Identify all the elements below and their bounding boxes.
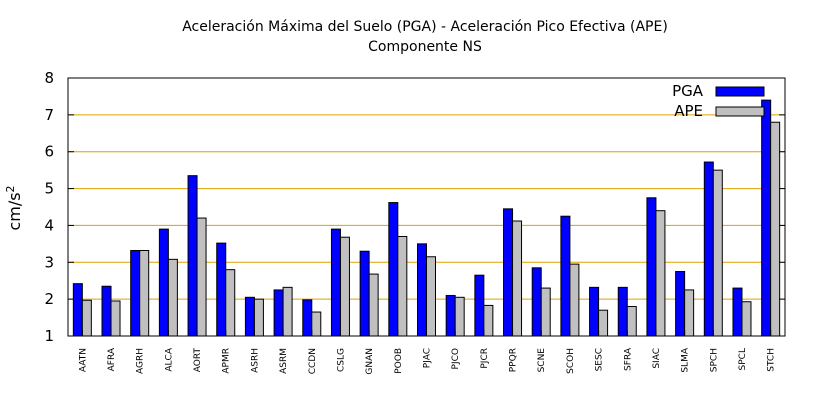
y-tick-label: 2	[44, 290, 54, 308]
bar-pga-pjac	[417, 243, 427, 337]
x-tick-label: APMR	[222, 348, 232, 374]
bar-pga-ppqr	[503, 208, 514, 337]
legend-label-pga: PGA	[672, 82, 704, 100]
bar-pga-slma	[675, 271, 686, 337]
x-tick-label: POOB	[394, 348, 404, 374]
bar-ape-pjco	[454, 296, 465, 337]
bar-pga-spcl	[732, 287, 743, 337]
bar-ape-pjcr	[483, 304, 494, 337]
x-tick-label: ALCA	[164, 347, 174, 371]
x-tick-label: SESC	[595, 348, 605, 371]
bar-pga-stch	[761, 99, 772, 337]
y-tick-label: 6	[44, 143, 54, 161]
bar-pga-pjcr	[474, 274, 485, 337]
y-tick-label: 4	[44, 216, 54, 234]
y-tick-label: 5	[44, 180, 54, 198]
bar-ape-alca	[167, 258, 178, 337]
bars	[72, 99, 781, 337]
bar-pga-aatn	[72, 283, 83, 337]
y-tick-label: 7	[44, 106, 54, 124]
bar-pga-sfra	[617, 286, 628, 337]
bar-pga-alca	[158, 228, 169, 337]
bar-pga-sesc	[589, 286, 600, 337]
legend-label-ape: APE	[674, 102, 703, 120]
x-tick-label: SLMA	[681, 347, 691, 372]
bar-ape-spch	[712, 169, 723, 337]
bar-ape-asrm	[282, 286, 293, 337]
y-ticks: 1 2 3 4 5 6 7 8	[44, 69, 785, 345]
chart-title: Aceleración Máxima del Suelo (PGA) - Ace…	[182, 19, 668, 35]
y-axis-label-superscript: 2	[4, 185, 17, 192]
x-tick-label: SPCL	[738, 348, 748, 370]
bar-ape-scoh	[569, 263, 580, 337]
bar-pga-siac	[646, 197, 657, 337]
bar-pga-cslg	[330, 228, 341, 337]
x-tick-label: STCH	[767, 348, 777, 372]
bar-ape-aatn	[81, 299, 92, 337]
bar-pga-scne	[531, 267, 542, 337]
bar-pga-aort	[187, 175, 198, 337]
x-tick-label: PJAC	[423, 348, 433, 368]
x-tick-label: ASRH	[250, 348, 260, 373]
x-tick-labels: AATN AFRA AGRH ALCA AORT APMR ASRH ASRM CCDN CSLG…	[78, 330, 777, 375]
x-tick-label: SCNE	[537, 348, 547, 373]
x-tick-label: AATN	[78, 348, 88, 372]
x-tick-label: AORT	[193, 348, 203, 373]
x-tick-label: ASRM	[279, 348, 289, 374]
legend-swatch-pga	[715, 86, 765, 97]
bar-ape-sfra	[626, 306, 637, 337]
bar-pga-scoh	[560, 215, 571, 337]
y-tick-label: 1	[44, 327, 54, 345]
x-tick-label: AGRH	[136, 348, 146, 374]
bar-ape-siac	[655, 210, 666, 337]
x-tick-label: CCDN	[308, 348, 318, 374]
bar-pga-asrh	[244, 296, 255, 337]
bar-pga-gnan	[359, 250, 370, 337]
x-tick-label: PPQR	[509, 348, 519, 372]
bar-ape-asrh	[253, 298, 264, 337]
bar-ape-apmr	[225, 269, 236, 337]
bar-pga-spch	[703, 161, 714, 337]
legend: PGA APE	[672, 82, 765, 120]
bar-ape-ccdn	[311, 311, 322, 337]
x-tick-label: PJCR	[480, 348, 490, 369]
y-tick-label: 3	[44, 253, 54, 271]
y-axis-label: cm/s2	[4, 185, 24, 230]
bar-ape-pjac	[426, 256, 436, 337]
bar-ape-spcl	[741, 301, 752, 337]
y-tick-label: 8	[44, 69, 54, 87]
bar-ape-agrh	[139, 249, 150, 337]
bar-pga-asrm	[273, 289, 284, 337]
bar-ape-ppqr	[512, 220, 523, 337]
bar-pga-pjco	[445, 294, 456, 337]
x-tick-label: SIAC	[652, 348, 662, 369]
x-tick-label: CSLG	[336, 348, 346, 372]
bar-ape-aort	[196, 217, 207, 337]
legend-swatch-ape	[715, 106, 765, 117]
bar-ape-afra	[110, 300, 121, 337]
bar-ape-gnan	[368, 273, 379, 337]
bar-ape-cslg	[339, 236, 350, 337]
x-tick-label: SPCH	[709, 348, 719, 372]
bar-ape-slma	[684, 289, 695, 337]
x-tick-label: PJCO	[451, 348, 461, 369]
bar-pga-ccdn	[302, 299, 313, 337]
x-tick-label: SCOH	[566, 348, 576, 374]
grid-lines	[68, 114, 785, 300]
y-axis-label-base: cm/s	[5, 192, 24, 230]
chart-subtitle: Componente NS	[368, 39, 482, 55]
bar-ape-poob	[397, 235, 408, 337]
x-tick-label: AFRA	[107, 347, 117, 371]
x-tick-label: SFRA	[623, 347, 633, 371]
bar-ape-stch	[770, 121, 781, 337]
bar-pga-poob	[388, 202, 399, 337]
bar-pga-afra	[101, 285, 112, 337]
bar-pga-apmr	[216, 242, 227, 337]
bar-ape-sesc	[598, 309, 609, 337]
x-tick-label: GNAN	[365, 348, 375, 375]
bar-ape-scne	[540, 287, 551, 337]
bar-pga-agrh	[130, 249, 141, 337]
